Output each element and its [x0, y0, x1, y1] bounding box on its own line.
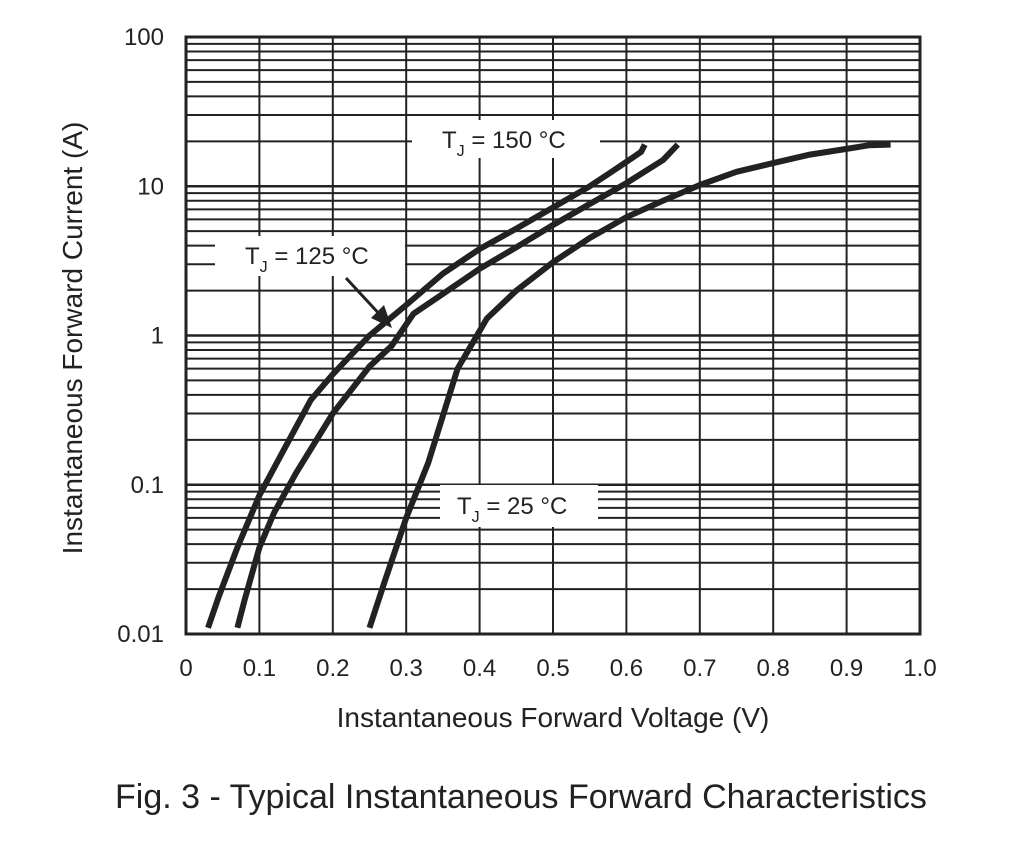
x-tick-label: 0.5 — [536, 655, 569, 682]
x-tick-label: 0.8 — [757, 655, 790, 682]
x-tick-label: 0.7 — [683, 655, 716, 682]
series-annotations: TJ = 150 °C TJ = 125 °C TJ = 25 °C — [245, 127, 567, 526]
series-line-25c — [366, 141, 891, 629]
x-tick-label: 0.2 — [316, 655, 349, 682]
y-tick-label: 1 — [151, 323, 164, 350]
x-axis-label: Instantaneous Forward Voltage (V) — [337, 702, 770, 733]
annotation-arrow-head — [371, 305, 392, 328]
annotation-arrow-line — [344, 276, 385, 320]
series-label-25c: TJ = 25 °C — [457, 493, 567, 526]
y-tick-label: 0.01 — [117, 621, 164, 648]
y-tick-label: 0.1 — [131, 472, 164, 499]
x-tick-label: 0.4 — [463, 655, 496, 682]
series-label-background — [412, 120, 600, 158]
x-tick-label: 0.1 — [243, 655, 276, 682]
series-label-background — [215, 236, 405, 276]
series-line-125c — [234, 142, 680, 629]
x-tick-label: 1.0 — [903, 655, 936, 682]
series-label-background — [440, 485, 598, 527]
x-tick-label: 0.9 — [830, 655, 863, 682]
y-tick-labels: 0.01 0.1 1 10 100 — [117, 24, 164, 648]
x-tick-label: 0.6 — [610, 655, 643, 682]
figure-caption: Fig. 3 - Typical Instantaneous Forward C… — [115, 778, 927, 816]
x-tick-label: 0 — [179, 655, 192, 682]
series-line-150c — [205, 143, 648, 629]
y-axis-label: Instantaneous Forward Current (A) — [57, 122, 88, 555]
plot-frame — [184, 35, 922, 636]
series-label-125c: TJ = 125 °C — [245, 243, 369, 276]
x-tick-label: 0.3 — [390, 655, 423, 682]
series — [205, 141, 891, 629]
series-label-150c: TJ = 150 °C — [442, 127, 566, 160]
y-tick-label: 10 — [137, 173, 164, 200]
y-tick-label: 100 — [124, 24, 164, 51]
annotation-backgrounds — [215, 120, 600, 527]
x-tick-labels: 0 0.1 0.2 0.3 0.4 0.5 0.6 0.7 0.8 0.9 1.0 — [179, 655, 936, 682]
